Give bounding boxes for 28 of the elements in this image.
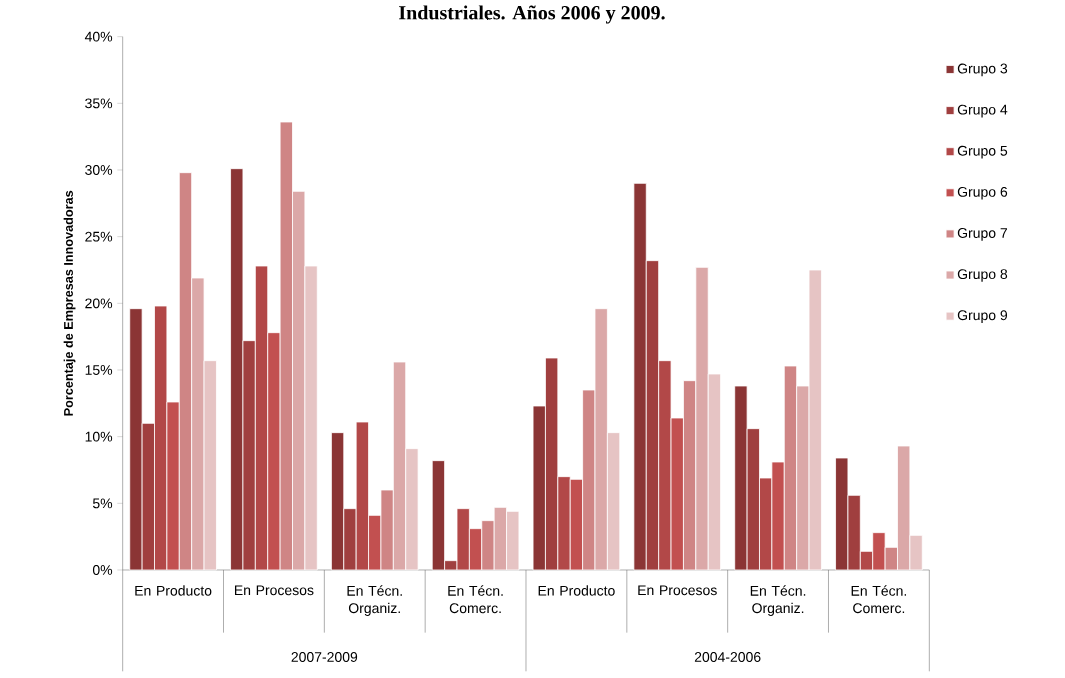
x-tick-label: En Producto (135, 585, 212, 596)
y-tick-label: 20% (85, 298, 113, 309)
y-tick-label: 35% (85, 98, 113, 109)
y-tick-label: 30% (85, 165, 113, 175)
x-tick-label: En Técn. Organiz. (750, 585, 806, 616)
x-tick-label: En Técn. Comerc. (851, 585, 907, 614)
y-tick-label: 10% (85, 431, 113, 442)
x-tick-label: En Técn. Comerc. (448, 585, 503, 614)
x-tick-label: En Técn. Organiz. (347, 585, 402, 616)
x-tick-label: En Producto (538, 585, 615, 596)
legend-label: Grupo 9 (957, 310, 1008, 323)
y-tick-label: 15% (85, 365, 113, 375)
y-tick-label: 0% (92, 565, 113, 575)
legend-label: Grupo 7 (957, 228, 1008, 241)
legend-label: Grupo 3 (957, 63, 1008, 77)
x-tick-label: En Procesos (638, 585, 717, 596)
legend-label: Grupo 5 (957, 145, 1008, 159)
legend-label: Grupo 6 (957, 186, 1008, 200)
y-axis-title: Porcentaje de Empresas Innovadoras (63, 190, 76, 416)
chart-title: Industriales. Años 2006 y 2009. (399, 5, 665, 24)
text: 2004-2006 (694, 652, 761, 662)
y-tick-label: 5% (92, 498, 113, 509)
legend-label: Grupo 8 (957, 269, 1008, 282)
legend-label: Grupo 4 (957, 104, 1008, 118)
y-tick-label: 40% (84, 31, 113, 42)
y-tick-label: 25% (85, 231, 113, 242)
text: 2007-2009 (291, 652, 358, 662)
x-tick-label: En Procesos (235, 585, 314, 596)
